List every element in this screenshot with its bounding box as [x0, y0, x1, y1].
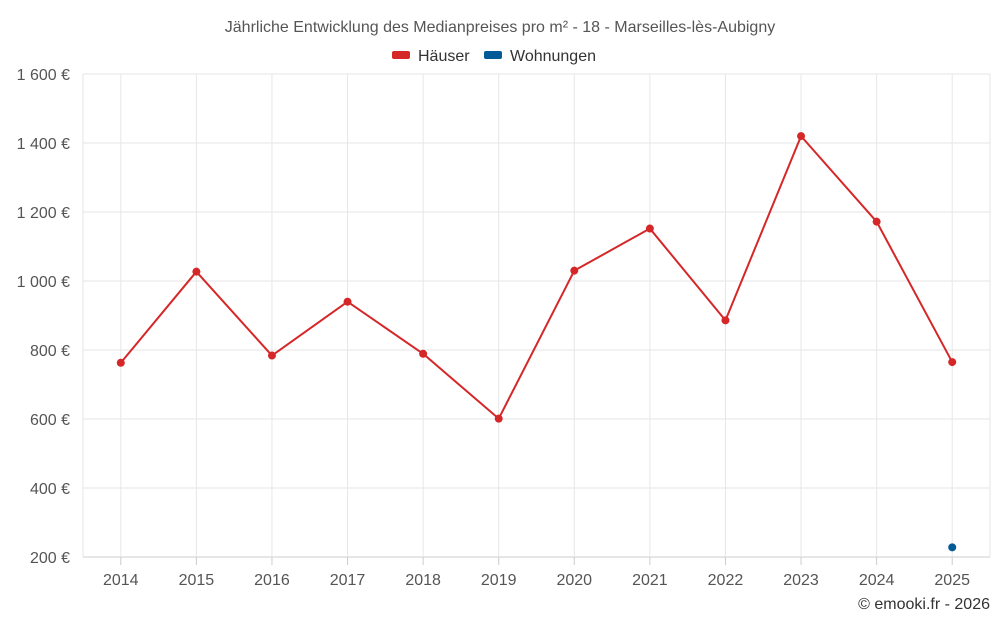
x-tick-label: 2021 — [632, 572, 668, 589]
data-point-haeuser[interactable] — [267, 351, 276, 360]
y-tick-label: 1 600 € — [17, 67, 70, 84]
y-tick-label: 1 000 € — [17, 274, 70, 291]
data-point-haeuser[interactable] — [645, 224, 654, 233]
y-tick-label: 1 200 € — [17, 205, 70, 222]
data-point-haeuser[interactable] — [192, 267, 201, 276]
x-tick-label: 2018 — [405, 572, 441, 589]
legend-item-wohnungen[interactable]: Wohnungen — [484, 48, 596, 65]
data-point-haeuser[interactable] — [872, 217, 881, 226]
chart-title: Jährliche Entwicklung des Medianpreises … — [225, 19, 775, 36]
legend-item-haeuser[interactable]: Häuser — [392, 48, 470, 65]
x-tick-label: 2020 — [556, 572, 592, 589]
legend-swatch-haeuser — [392, 51, 410, 59]
x-tick-label: 2019 — [481, 572, 517, 589]
x-tick-label: 2024 — [859, 572, 895, 589]
data-point-haeuser[interactable] — [116, 358, 125, 367]
x-axis: 2014 2015 2016 2017 2018 2019 2020 2021 2022 2023… — [103, 557, 970, 589]
data-point-haeuser[interactable] — [570, 266, 579, 275]
data-point-haeuser[interactable] — [343, 297, 352, 306]
legend: Häuser Wohnungen — [392, 48, 596, 65]
data-point-haeuser[interactable] — [948, 358, 957, 367]
x-tick-label: 2022 — [708, 572, 744, 589]
legend-label-wohnungen: Wohnungen — [510, 48, 596, 65]
series-line-haeuser — [120, 135, 954, 420]
y-tick-label: 800 € — [30, 343, 70, 360]
series — [116, 132, 957, 552]
x-tick-label: 2017 — [330, 572, 366, 589]
data-point-haeuser[interactable] — [494, 414, 503, 423]
y-tick-label: 600 € — [30, 412, 70, 429]
x-tick-label: 2016 — [254, 572, 290, 589]
legend-label-haeuser: Häuser — [418, 48, 470, 65]
grid — [82, 73, 991, 558]
y-axis: 200 € 400 € 600 € 800 € 1 000 € 1 200 € 1 400 … — [17, 67, 70, 567]
data-point-haeuser[interactable] — [419, 349, 428, 358]
x-tick-label: 2015 — [179, 572, 215, 589]
credit-text: © emooki.fr - 2026 — [858, 596, 990, 613]
y-tick-label: 400 € — [30, 481, 70, 498]
data-point-haeuser[interactable] — [797, 132, 806, 141]
y-tick-label: 200 € — [30, 550, 70, 567]
x-tick-label: 2023 — [783, 572, 819, 589]
data-point-wohnungen[interactable] — [948, 543, 957, 552]
x-tick-label: 2014 — [103, 572, 139, 589]
y-tick-label: 1 400 € — [17, 136, 70, 153]
x-tick-label: 2025 — [934, 572, 970, 589]
data-point-haeuser[interactable] — [721, 316, 730, 325]
legend-swatch-wohnungen — [484, 51, 502, 59]
